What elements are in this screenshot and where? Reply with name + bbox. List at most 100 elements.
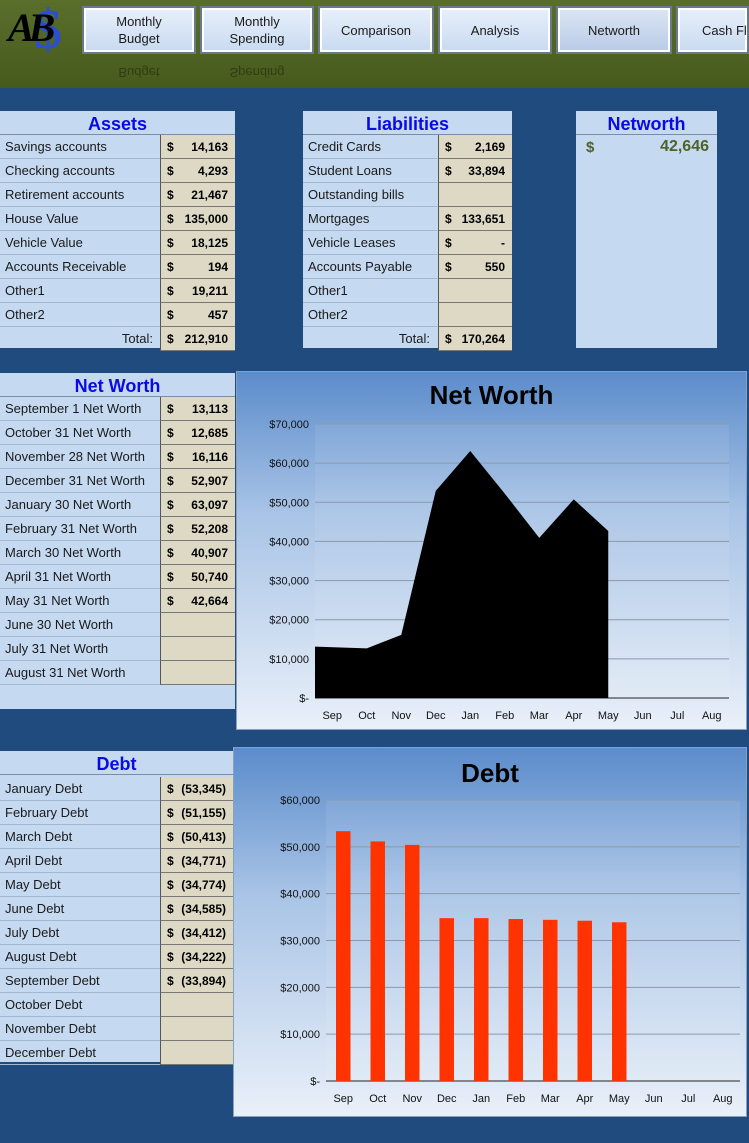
value-cell[interactable]: $50,740 <box>160 565 235 589</box>
row-label: July Debt <box>5 925 60 940</box>
value-cell[interactable]: $194 <box>160 255 235 279</box>
nav-button-label: Spending <box>229 31 285 46</box>
nav-analysis-button[interactable]: Analysis <box>438 6 552 54</box>
table-row: Mortgages $133,651 <box>303 207 512 231</box>
value-cell[interactable] <box>438 303 512 327</box>
value-cell[interactable]: $457 <box>160 303 235 327</box>
table-row: June Debt $ (34,585) <box>0 897 233 921</box>
table-row: February 31 Net Worth $52,208 <box>0 517 235 541</box>
net-worth-table-title: Net Worth <box>0 373 235 397</box>
nav-monthly-spending-button[interactable]: Monthly Spending <box>200 6 314 54</box>
value-cell[interactable]: $ (51,155) <box>160 801 233 825</box>
value-cell[interactable]: $40,907 <box>160 541 235 565</box>
table-row: Other1 $19,211 <box>0 279 235 303</box>
value-cell[interactable] <box>160 637 235 661</box>
table-row: November 28 Net Worth $16,116 <box>0 445 235 469</box>
cell-value: (51,155) <box>181 806 226 820</box>
value-cell[interactable]: $18,125 <box>160 231 235 255</box>
value-cell[interactable]: $19,211 <box>160 279 235 303</box>
value-cell[interactable]: $ - <box>438 231 512 255</box>
value-cell[interactable] <box>160 613 235 637</box>
networth-title: Networth <box>576 111 717 135</box>
value-cell[interactable]: $13,113 <box>160 397 235 421</box>
value-cell[interactable]: $ (34,774) <box>160 873 233 897</box>
total-value-cell[interactable]: $170,264 <box>438 327 512 351</box>
total-value-cell[interactable]: $212,910 <box>160 327 235 351</box>
header-bar: $ AB Monthly Budget Monthly Spending Compa… <box>0 0 749 88</box>
row-label: October 31 Net Worth <box>5 425 132 440</box>
value-cell[interactable] <box>160 1017 233 1041</box>
cell-value: 52,208 <box>191 522 228 536</box>
nav-networth-button[interactable]: Networth <box>556 6 672 54</box>
cell-value: (34,585) <box>181 902 226 916</box>
table-row: May Debt $ (34,774) <box>0 873 233 897</box>
row-label: August 31 Net Worth <box>5 665 126 680</box>
value-cell[interactable]: $550 <box>438 255 512 279</box>
x-tick-label: Jun <box>634 710 652 722</box>
y-tick-label: $50,000 <box>269 497 309 509</box>
nav-monthly-budget-button[interactable]: Monthly Budget <box>82 6 196 54</box>
value-cell[interactable]: $14,163 <box>160 135 235 159</box>
nav-button-label: Cash Flo <box>702 22 749 38</box>
value-cell[interactable]: $4,293 <box>160 159 235 183</box>
y-tick-label: $60,000 <box>280 795 320 807</box>
value-cell[interactable] <box>160 661 235 685</box>
value-cell[interactable]: $33,894 <box>438 159 512 183</box>
net-worth-chart-svg: $- $10,000 $20,000 $30,000 $40,000 $50,000 $60… <box>269 419 729 722</box>
table-row: October Debt <box>0 993 233 1017</box>
value-cell[interactable]: $52,907 <box>160 469 235 493</box>
nav-reflection: Budget <box>82 58 196 80</box>
net-worth-area <box>315 451 609 698</box>
x-tick-label: Mar <box>530 710 549 722</box>
value-cell[interactable] <box>438 279 512 303</box>
networth-value-row: $ 42,646 <box>576 135 717 159</box>
value-cell[interactable]: $ (34,412) <box>160 921 233 945</box>
networth-currency: $ <box>586 139 595 156</box>
table-row: February Debt $ (51,155) <box>0 801 233 825</box>
table-row: May 31 Net Worth $42,664 <box>0 589 235 613</box>
row-label: Checking accounts <box>5 163 115 178</box>
table-row: January 30 Net Worth $63,097 <box>0 493 235 517</box>
value-cell[interactable]: $16,116 <box>160 445 235 469</box>
assets-title: Assets <box>0 111 235 135</box>
debt-table-title: Debt <box>0 751 233 775</box>
x-tick-label: Feb <box>506 1093 525 1105</box>
x-tick-label: May <box>609 1093 630 1105</box>
total-row: Total: $170,264 <box>303 327 512 351</box>
cell-value: 457 <box>207 308 228 322</box>
row-label: April 31 Net Worth <box>5 569 111 584</box>
value-cell[interactable]: $ (34,771) <box>160 849 233 873</box>
value-cell[interactable]: $52,208 <box>160 517 235 541</box>
value-cell[interactable] <box>160 1041 233 1065</box>
nav-button-label: Budget <box>118 31 160 46</box>
value-cell[interactable] <box>160 993 233 1017</box>
value-cell[interactable]: $12,685 <box>160 421 235 445</box>
value-cell[interactable]: $133,651 <box>438 207 512 231</box>
currency-symbol: $ <box>167 332 174 346</box>
value-cell[interactable]: $ (34,585) <box>160 897 233 921</box>
currency-symbol: $ <box>167 806 174 820</box>
value-cell[interactable]: $2,169 <box>438 135 512 159</box>
value-cell[interactable]: $21,467 <box>160 183 235 207</box>
nav-button-label: Networth <box>587 22 641 38</box>
value-cell[interactable]: $ (50,413) <box>160 825 233 849</box>
nav-comparison-button[interactable]: Comparison <box>318 6 434 54</box>
value-cell[interactable]: $135,000 <box>160 207 235 231</box>
value-cell[interactable]: $ (34,222) <box>160 945 233 969</box>
nav-button-label: Monthly <box>234 14 280 29</box>
value-cell[interactable]: $ (53,345) <box>160 777 233 801</box>
row-label: Vehicle Value <box>5 235 83 250</box>
currency-symbol: $ <box>167 212 174 226</box>
value-cell[interactable]: $42,664 <box>160 589 235 613</box>
value-cell[interactable]: $63,097 <box>160 493 235 517</box>
currency-symbol: $ <box>167 308 174 322</box>
cell-value: (34,771) <box>181 854 226 868</box>
currency-symbol: $ <box>167 450 174 464</box>
x-tick-label: Oct <box>358 710 375 722</box>
x-tick-label: Apr <box>576 1093 593 1105</box>
nav-cash-flow-button[interactable]: Cash Flo <box>676 6 749 54</box>
table-row: August 31 Net Worth <box>0 661 235 685</box>
value-cell[interactable]: $ (33,894) <box>160 969 233 993</box>
logo-text: AB <box>8 5 55 50</box>
value-cell[interactable] <box>438 183 512 207</box>
